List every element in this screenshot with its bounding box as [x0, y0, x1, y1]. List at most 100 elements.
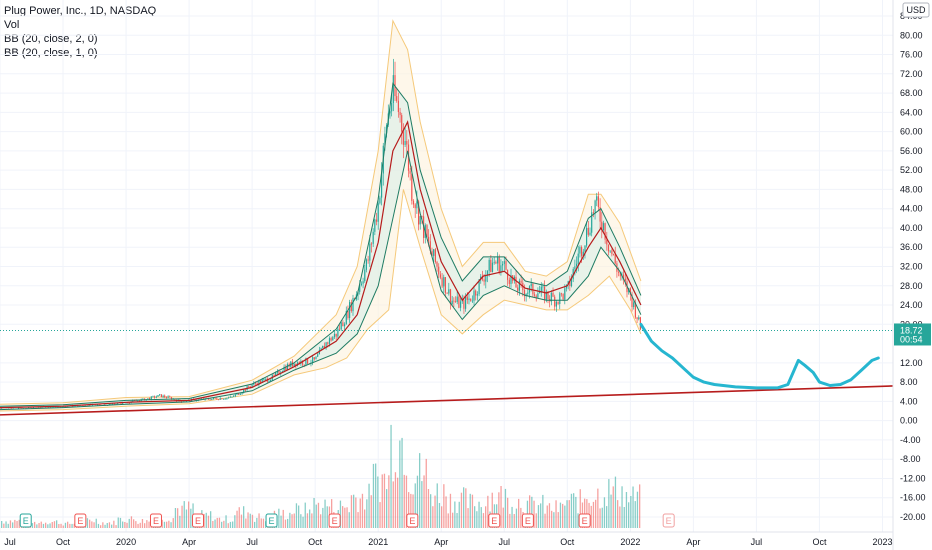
candle-body — [375, 219, 378, 222]
volume-bar — [350, 495, 353, 528]
volume-bar — [590, 505, 592, 528]
candle-body — [165, 397, 167, 398]
volume-bar — [630, 496, 632, 528]
volume-bar — [595, 499, 597, 528]
volume-bar — [480, 507, 482, 528]
bb-inner-upper-line — [0, 82, 642, 407]
candle-body — [226, 397, 228, 399]
volume-bar — [47, 524, 49, 528]
volume-bar — [339, 500, 342, 528]
volume-bar — [469, 493, 471, 528]
price-axis-bg — [893, 0, 932, 550]
candle-body — [345, 310, 347, 325]
candle-body — [155, 396, 157, 398]
volume-bar — [302, 516, 304, 528]
candle-body — [0, 408, 1, 409]
volume-bar — [379, 502, 381, 528]
candle-body — [634, 302, 636, 318]
volume-bar — [597, 488, 599, 528]
candle-body — [167, 396, 169, 398]
volume-bar — [210, 511, 212, 528]
volume-bar — [284, 519, 287, 528]
price-tick-label: 44.00 — [900, 204, 923, 214]
candle-body — [217, 399, 220, 401]
volume-bar — [146, 520, 148, 528]
candle-body — [502, 264, 504, 266]
candle-body — [88, 404, 90, 407]
currency-badge — [902, 2, 930, 18]
volume-bar — [421, 481, 423, 528]
candle-body — [170, 397, 173, 400]
price-tick-label: -4.00 — [900, 435, 921, 445]
candle-body — [559, 293, 561, 304]
bb-basis-line — [0, 120, 642, 409]
time-tick-label: Jul — [499, 537, 511, 547]
volume-bar — [245, 518, 247, 528]
trendline — [0, 385, 894, 416]
symbol-title[interactable]: Plug Power, Inc., 1D, NASDAQ — [4, 5, 157, 17]
volume-bar — [397, 477, 399, 528]
candle-body — [517, 287, 519, 291]
candle-body — [416, 201, 418, 209]
volume-bar — [632, 486, 634, 528]
volume-bar — [71, 523, 73, 528]
candle-body — [98, 404, 100, 406]
volume-bar — [141, 519, 144, 528]
volume-bar — [172, 518, 174, 528]
volume-bar — [408, 492, 410, 528]
volume-bar — [372, 463, 375, 528]
volume-bar — [280, 515, 282, 528]
candle-body — [488, 259, 490, 271]
volume-bar — [430, 494, 432, 528]
candle-body — [236, 393, 238, 395]
study-vol[interactable]: Vol — [4, 19, 20, 31]
candle-body — [328, 338, 331, 344]
bb-outer-fill — [0, 20, 641, 412]
volume-bar — [584, 498, 586, 528]
candle-body — [458, 296, 460, 308]
candle-body — [303, 364, 305, 366]
volume-bar — [306, 513, 309, 528]
candle-body — [335, 333, 337, 337]
price-tick-label: 72.00 — [900, 69, 923, 79]
volume-bar — [62, 525, 64, 528]
candle-body — [565, 285, 568, 289]
volume-bar — [247, 512, 249, 528]
study-bb-1[interactable]: BB (20, close, 1, 0) — [4, 47, 98, 59]
volume-bar — [9, 520, 12, 528]
volume-bar — [346, 507, 348, 528]
volume-bar — [139, 522, 141, 528]
study-bb-2[interactable]: BB (20, close, 2, 0) — [4, 33, 98, 45]
price-tick-label: 60.00 — [900, 127, 923, 137]
candle-body — [58, 406, 60, 408]
candle-body — [540, 286, 542, 292]
candle-body — [618, 271, 620, 273]
time-tick-label: Oct — [812, 537, 827, 547]
volume-bar — [45, 522, 47, 528]
earnings-marker-label: E — [332, 516, 338, 526]
candle-body — [389, 111, 391, 114]
volume-bar — [113, 520, 115, 528]
volume-bar — [559, 502, 562, 528]
volume-bar — [546, 505, 548, 528]
candle-body — [574, 266, 576, 269]
candle-body — [347, 310, 349, 318]
volume-bar — [289, 512, 291, 528]
volume-bar — [304, 502, 306, 528]
volume-bar — [100, 525, 102, 528]
candle-body — [456, 296, 458, 302]
candle-body — [157, 395, 159, 397]
volume-bar — [174, 508, 177, 528]
volume-bar — [163, 521, 166, 528]
candle-body — [33, 407, 35, 409]
candle-body — [582, 251, 584, 257]
volume-bar — [291, 514, 293, 528]
candle-body — [468, 298, 470, 300]
volume-bar — [234, 515, 236, 528]
volume-bar — [218, 517, 221, 528]
volume-bar — [577, 513, 579, 528]
volume-bar — [482, 513, 485, 528]
